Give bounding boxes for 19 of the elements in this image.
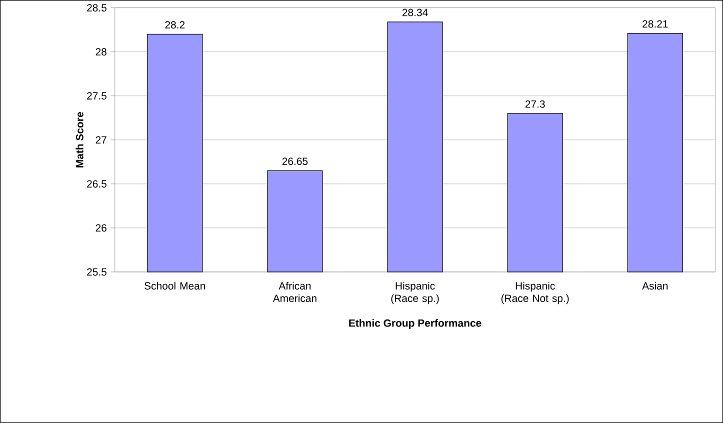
data-label: 26.65 (282, 158, 308, 166)
y-tick-label: 26.5 (87, 180, 106, 188)
x-tick-label: African American (272, 282, 316, 302)
data-label: 28.34 (402, 8, 428, 16)
data-label: 28.2 (165, 21, 185, 29)
data-label: 27.3 (525, 100, 545, 108)
y-tick-label: 25.5 (87, 268, 106, 276)
y-tick-label: 28 (96, 48, 106, 56)
y-tick-label: 27.5 (87, 92, 106, 100)
x-axis-title: Ethnic Group Performance (349, 319, 482, 329)
x-tick-label: Asian (642, 282, 668, 290)
x-tick-label: Hispanic (Race Not sp.) (501, 282, 569, 304)
x-tick-label: Hispanic (Race sp.) (391, 282, 439, 304)
y-axis-title: Math Score (76, 112, 84, 168)
data-label: 28.21 (642, 20, 668, 28)
y-tick-label: 28.5 (87, 4, 106, 12)
y-tick-label: 26 (96, 224, 106, 232)
y-tick-label: 27 (96, 136, 106, 144)
x-tick-label: School Mean (144, 282, 206, 290)
